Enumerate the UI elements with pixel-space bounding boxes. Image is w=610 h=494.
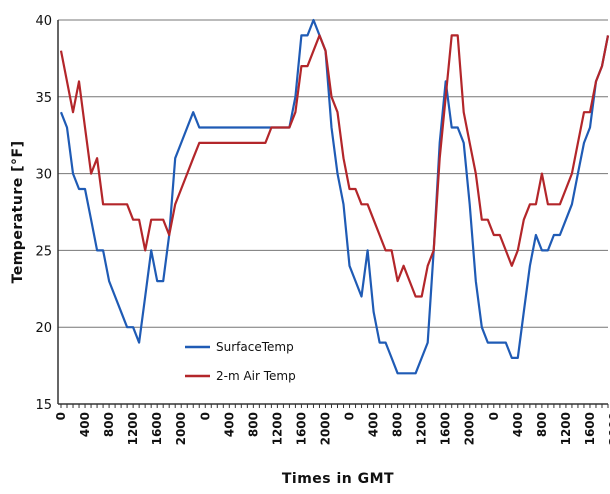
x-tick-label: 0 — [198, 412, 212, 420]
y-tick-label: 20 — [35, 321, 52, 336]
x-tick-label: 800 — [102, 412, 116, 437]
x-tick-label: 1200 — [270, 412, 284, 445]
series-line-2-m-air-temp — [59, 34, 610, 298]
y-axis-label: Temperature [°F] — [10, 141, 26, 284]
x-tick-label: 1600 — [583, 412, 597, 445]
x-tick-label: 1600 — [294, 412, 308, 445]
y-tick-label: 35 — [35, 91, 52, 106]
legend: SurfaceTemp 2-m Air Temp — [185, 340, 296, 383]
y-tick-label: 25 — [35, 244, 52, 259]
x-tick-label: 800 — [246, 412, 260, 437]
y-tick-label: 15 — [35, 398, 52, 413]
x-tick-label: 800 — [535, 412, 549, 437]
series-line-surfacetemp — [59, 18, 610, 375]
x-axis-label: Times in GMT — [282, 471, 394, 487]
x-tick-label: 0 — [343, 412, 357, 420]
grid-lines — [58, 19, 608, 328]
x-tick-label: 2000 — [318, 412, 332, 445]
x-axis-ticks: 0 400 800 1200 1600 2000 0 400 800 1200 1600 2000 0 4… — [54, 404, 610, 445]
x-tick-label: 400 — [78, 412, 92, 437]
legend-label-surfacetemp: SurfaceTemp — [216, 340, 294, 354]
x-tick-label: 0 — [487, 412, 501, 420]
y-axis-ticks: 15 20 25 30 35 40 — [35, 14, 52, 413]
x-tick-label: 1600 — [439, 412, 453, 445]
x-tick-label: 2000 — [463, 412, 477, 445]
x-tick-label: 1600 — [150, 412, 164, 445]
x-tick-label: 0 — [54, 412, 68, 420]
legend-label-air-temp: 2-m Air Temp — [216, 369, 296, 383]
x-tick-label: 1200 — [415, 412, 429, 445]
x-tick-label: 400 — [511, 412, 525, 437]
x-tick-label: 800 — [391, 412, 405, 437]
series-lines — [59, 18, 610, 375]
x-tick-label: 1200 — [559, 412, 573, 445]
y-tick-label: 30 — [35, 168, 52, 183]
x-tick-label: 2000 — [607, 412, 610, 445]
y-tick-label: 40 — [35, 14, 52, 29]
x-tick-label: 1200 — [126, 412, 140, 445]
x-tick-label: 2000 — [174, 412, 188, 445]
x-tick-label: 400 — [222, 412, 236, 437]
x-tick-label: 400 — [367, 412, 381, 437]
